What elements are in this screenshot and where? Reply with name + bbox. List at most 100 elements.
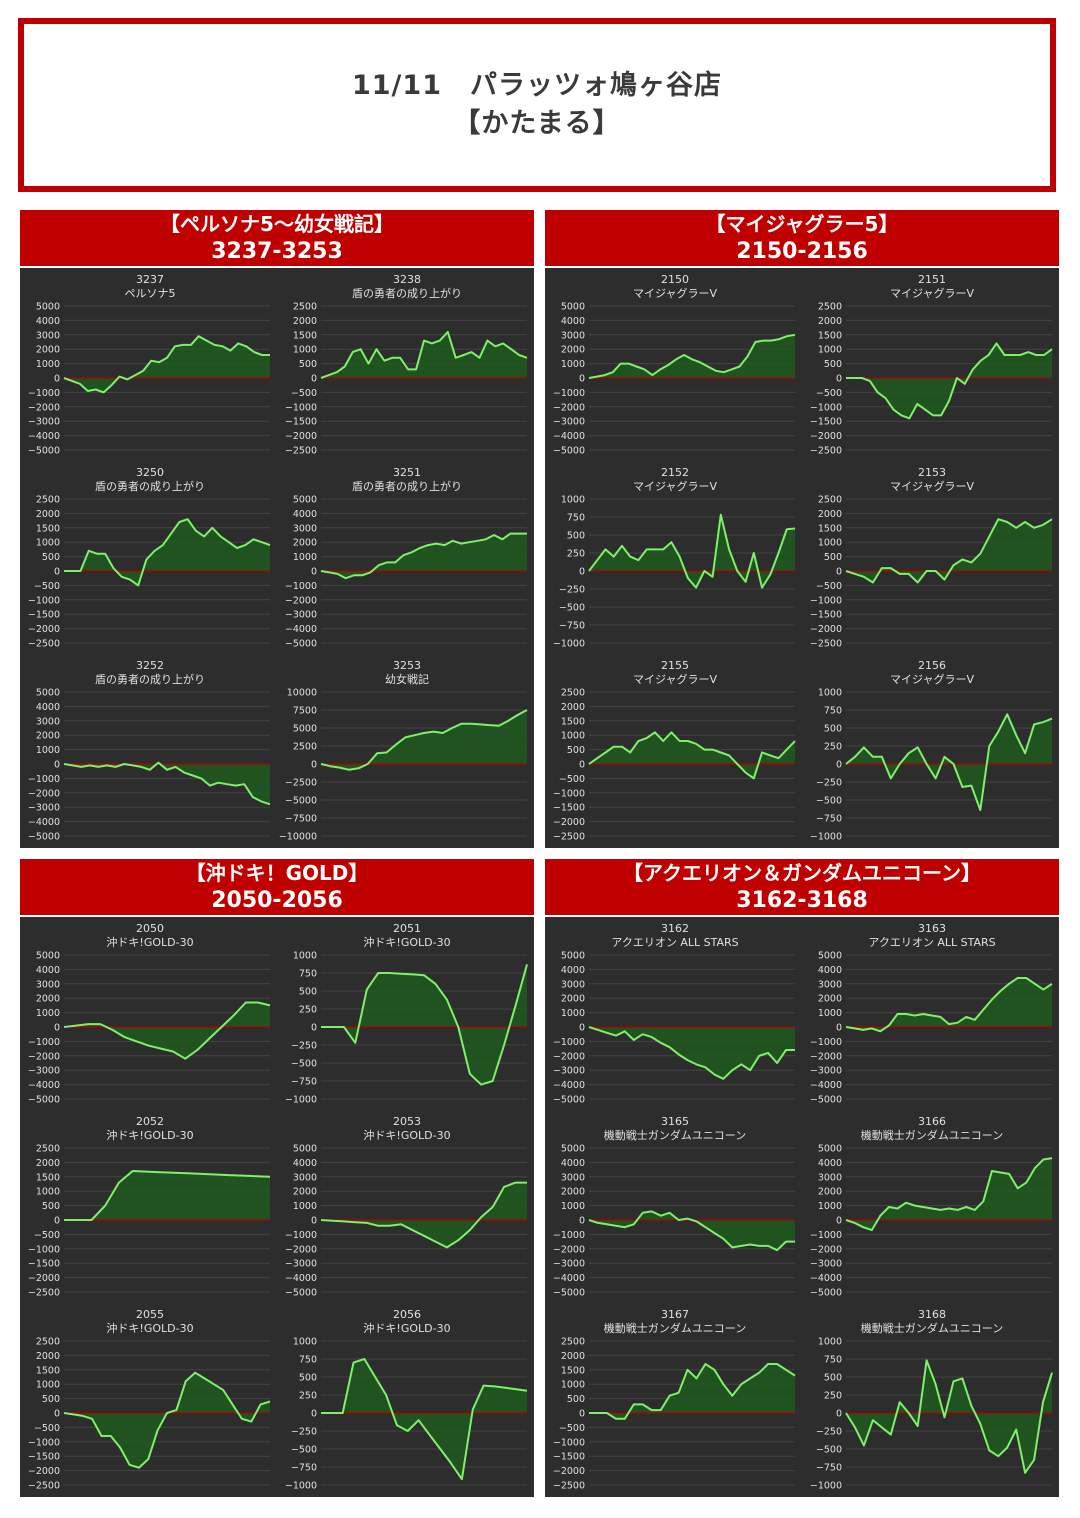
y-tick-label: −1500: [28, 1452, 60, 1463]
y-tick-label: 2500: [36, 495, 60, 506]
y-tick-label: −2000: [810, 624, 842, 635]
y-tick-label: −500: [291, 1059, 317, 1070]
y-tick-label: 3000: [36, 716, 60, 727]
series-line: [321, 1358, 528, 1481]
chart-title: 2151: [918, 273, 946, 286]
chart-title: 3166: [918, 1115, 946, 1128]
series-area: [846, 519, 1052, 583]
y-tick-label: 5000: [293, 1144, 317, 1155]
y-tick-label: 5000: [561, 302, 585, 313]
y-tick-label: 1000: [561, 731, 585, 742]
y-tick-label: 500: [824, 724, 842, 735]
series-line: [588, 731, 796, 780]
series-line: [320, 1181, 527, 1249]
y-tick-label: 500: [824, 1373, 842, 1384]
header-title: 11/11 パラッツォ鳩ヶ谷店: [351, 70, 722, 101]
y-tick-label: −250: [559, 585, 585, 596]
y-tick-label: −500: [559, 603, 585, 614]
y-tick-label: −1000: [810, 595, 842, 606]
y-tick-label: 1000: [561, 1380, 585, 1391]
series-area: [321, 533, 527, 579]
panel-header: 【アクエリオン＆ガンダムユニコーン】 3162-3168: [545, 859, 1059, 915]
y-tick-label: −1000: [810, 402, 842, 413]
chart-subtitle: 機動戦士ガンダムユニコーン: [604, 1321, 746, 1335]
y-tick-label: 500: [824, 359, 842, 370]
y-tick-label: −2500: [285, 778, 317, 789]
y-tick-label: 1500: [561, 1365, 585, 1376]
y-tick-label: −2500: [553, 1481, 585, 1492]
series-line: [64, 518, 271, 587]
chart-title: 2053: [393, 1115, 421, 1128]
y-tick-label: −4000: [28, 817, 60, 828]
y-tick-label: 0: [579, 1023, 585, 1034]
y-tick-label: 3000: [36, 979, 60, 990]
y-tick-label: −2000: [810, 431, 842, 442]
y-tick-label: 0: [579, 1409, 585, 1420]
chart-subtitle: マイジャグラーV: [890, 672, 974, 686]
panel-header: 【沖ドキ！GOLD】 2050-2056: [20, 859, 534, 915]
y-tick-label: 0: [311, 1409, 317, 1420]
panel-title: 【ペルソナ5～幼女戦記】: [160, 212, 394, 236]
series-line: [320, 709, 528, 771]
y-tick-label: 4000: [818, 1158, 842, 1169]
y-tick-label: 0: [311, 1023, 317, 1034]
y-tick-label: 500: [299, 987, 317, 998]
y-tick-label: −5000: [28, 832, 60, 843]
y-tick-label: 4000: [293, 509, 317, 520]
y-tick-label: 500: [567, 531, 585, 542]
y-tick-label: 1500: [36, 1365, 60, 1376]
panel-myjuggler: 【マイジャグラー5】 2150-2156 2150 マイジャグラーV 5000 400…: [545, 210, 1059, 848]
y-tick-label: −3000: [553, 1066, 585, 1077]
y-tick-label: −4000: [553, 1080, 585, 1091]
chart-title: 2050: [136, 922, 164, 935]
y-tick-label: 500: [299, 1373, 317, 1384]
y-tick-label: 2000: [293, 1187, 317, 1198]
series-area: [64, 762, 270, 805]
y-tick-label: −2500: [285, 446, 317, 457]
y-tick-label: −2000: [553, 817, 585, 828]
panel-title: 【アクエリオン＆ガンダムユニコーン】: [623, 861, 981, 885]
series-area: [64, 1171, 270, 1220]
header-subtitle: 【かたまる】: [453, 108, 621, 139]
chart-title: 2150: [661, 273, 689, 286]
panel-range: 2050-2056: [211, 888, 343, 913]
y-tick-label: 4000: [561, 965, 585, 976]
y-tick-label: −1000: [810, 1481, 842, 1492]
y-tick-label: −500: [34, 581, 60, 592]
y-tick-label: −4000: [553, 431, 585, 442]
y-tick-label: 750: [299, 1355, 317, 1366]
y-tick-label: 500: [42, 552, 60, 563]
y-tick-label: −2000: [28, 1273, 60, 1284]
y-tick-label: −1000: [553, 388, 585, 399]
y-tick-label: 0: [311, 1216, 317, 1227]
y-tick-label: 0: [836, 567, 842, 578]
y-tick-label: −250: [816, 778, 842, 789]
y-tick-label: 0: [311, 567, 317, 578]
series-area: [589, 1364, 795, 1419]
y-tick-label: −2000: [28, 624, 60, 635]
y-tick-label: −5000: [553, 1288, 585, 1299]
y-tick-label: 0: [54, 1216, 60, 1227]
y-tick-label: 0: [579, 374, 585, 385]
y-tick-label: 2000: [818, 994, 842, 1005]
y-tick-label: 3000: [561, 330, 585, 341]
series-line: [588, 333, 796, 379]
y-tick-label: 2000: [561, 1351, 585, 1362]
y-tick-label: 4000: [36, 702, 60, 713]
y-tick-label: −2500: [28, 1288, 60, 1299]
y-tick-label: −2000: [28, 402, 60, 413]
y-tick-label: −1000: [553, 1437, 585, 1448]
y-tick-label: 1000: [36, 745, 60, 756]
series-area: [64, 1372, 270, 1468]
y-tick-label: 1000: [293, 1337, 317, 1348]
y-tick-label: 1500: [293, 330, 317, 341]
series-line: [845, 518, 1053, 584]
y-tick-label: 1000: [818, 1337, 842, 1348]
